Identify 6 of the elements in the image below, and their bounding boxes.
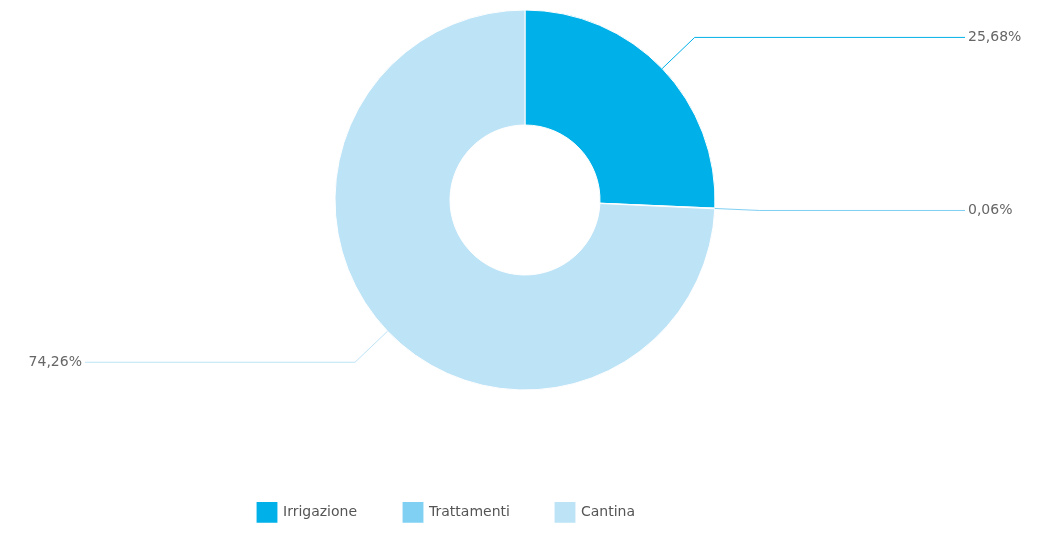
data-label: 25,68% xyxy=(968,28,1022,45)
data-label: 0,06% xyxy=(968,201,1013,218)
legend-label: Trattamenti xyxy=(428,503,510,520)
legend-label: Irrigazione xyxy=(283,503,358,520)
data-label: 74,26% xyxy=(28,353,82,370)
legend-label: Cantina xyxy=(581,503,636,520)
